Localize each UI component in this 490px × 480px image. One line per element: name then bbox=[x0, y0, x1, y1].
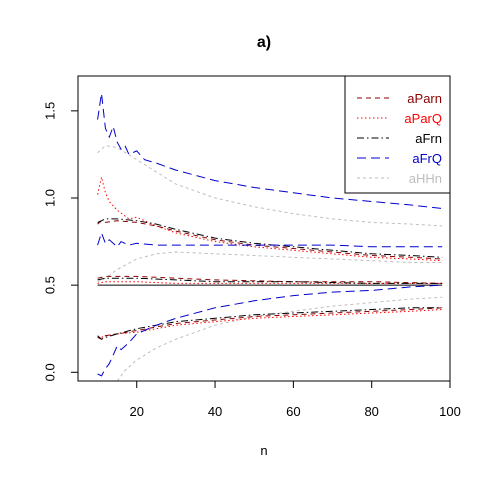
x-tick-label: 40 bbox=[208, 404, 222, 419]
series-aParn-middle-line bbox=[97, 275, 443, 284]
legend-label-aParQ: aParQ bbox=[404, 111, 442, 126]
series-aParn-upper-line bbox=[97, 220, 443, 260]
legend-label-aFrn: aFrn bbox=[415, 131, 442, 146]
series-aParQ-lower-line bbox=[97, 309, 443, 338]
series-layer bbox=[97, 93, 443, 382]
legend-label-aParn: aParn bbox=[407, 91, 442, 106]
x-tick-label: 20 bbox=[130, 404, 144, 419]
legend: aParn aParQ aFrn aFrQ aHHn bbox=[344, 75, 451, 194]
series-aHHn-upper-line bbox=[97, 145, 443, 227]
legend-label-aFrQ: aFrQ bbox=[412, 151, 442, 166]
series-aFrn-middle-line bbox=[97, 277, 443, 284]
chart-title: a) bbox=[257, 34, 271, 51]
series-aFrn-lower-line bbox=[97, 307, 443, 340]
series-aFrQ-upper-line bbox=[97, 93, 443, 209]
y-tick-label: 0.5 bbox=[43, 276, 58, 294]
legend-label-aHHn: aHHn bbox=[409, 171, 442, 186]
series-aParQ-middle-line bbox=[97, 281, 443, 284]
series-aFrn-upper-line bbox=[97, 218, 443, 258]
x-tick-label: 100 bbox=[439, 404, 461, 419]
series-aParn-lower-line bbox=[97, 307, 443, 340]
legend-box bbox=[344, 75, 451, 194]
x-axis: 20 40 60 80 100 bbox=[130, 380, 461, 419]
y-axis: 0.0 0.5 1.0 1.5 bbox=[43, 102, 79, 381]
series-aFrQ-lower-line bbox=[97, 284, 443, 377]
y-tick-label: 1.5 bbox=[43, 102, 58, 120]
x-tick-label: 80 bbox=[364, 404, 378, 419]
series-aHHn-lower-line bbox=[116, 296, 443, 382]
x-tick-label: 60 bbox=[286, 404, 300, 419]
series-aFrQ-middle-line bbox=[97, 231, 443, 248]
y-tick-label: 1.0 bbox=[43, 189, 58, 207]
y-tick-label: 0.0 bbox=[43, 363, 58, 381]
x-axis-label: n bbox=[260, 443, 267, 458]
